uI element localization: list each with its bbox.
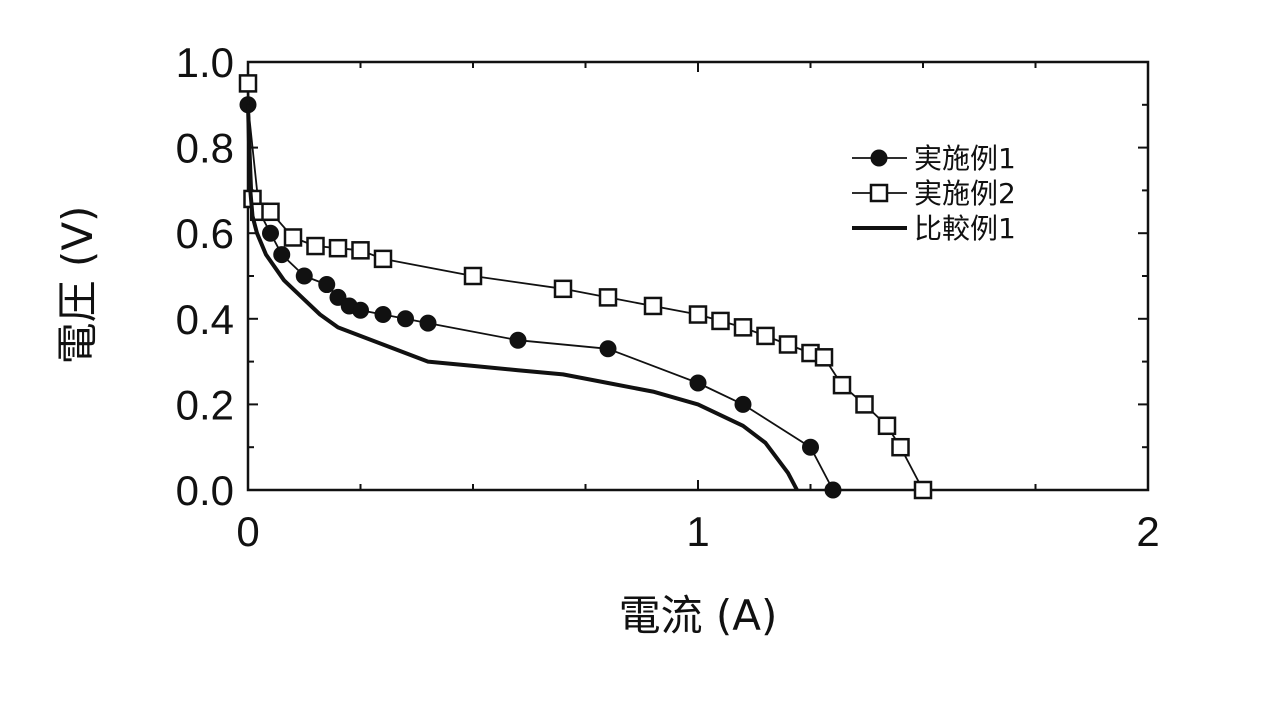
data-point bbox=[915, 482, 931, 498]
tick-labels: 0.0 0.2 0.4 0.6 0.8 1.0 0 1 2 bbox=[176, 39, 1160, 555]
data-point bbox=[375, 307, 391, 323]
data-point bbox=[600, 289, 616, 305]
data-point bbox=[879, 418, 895, 434]
data-point bbox=[816, 349, 832, 365]
y-tick-label: 0.8 bbox=[176, 125, 234, 172]
data-point bbox=[319, 277, 335, 293]
y-tick-label: 0.6 bbox=[176, 210, 234, 257]
y-tick-label: 0.4 bbox=[176, 296, 234, 343]
data-point bbox=[600, 341, 616, 357]
data-point bbox=[857, 396, 873, 412]
legend-item: 比較例1 bbox=[852, 212, 1016, 245]
data-point bbox=[645, 298, 661, 314]
data-point bbox=[285, 229, 301, 245]
data-point bbox=[780, 336, 796, 352]
data-point bbox=[834, 377, 850, 393]
data-point bbox=[871, 150, 887, 166]
data-point bbox=[308, 238, 324, 254]
y-tick-label: 0.0 bbox=[176, 467, 234, 514]
legend-label: 実施例1 bbox=[914, 142, 1016, 175]
data-point bbox=[398, 311, 414, 327]
data-point bbox=[871, 185, 887, 201]
data-point bbox=[690, 307, 706, 323]
legend-item: 実施例1 bbox=[852, 142, 1016, 175]
series bbox=[240, 75, 931, 498]
y-tick-label: 0.2 bbox=[176, 381, 234, 428]
data-point bbox=[420, 315, 436, 331]
legend-label: 比較例1 bbox=[914, 212, 1016, 245]
data-point bbox=[555, 281, 571, 297]
axis-ticks bbox=[248, 62, 1148, 490]
data-point bbox=[353, 242, 369, 258]
data-point bbox=[240, 75, 256, 91]
data-point bbox=[510, 332, 526, 348]
series-line bbox=[248, 83, 923, 490]
legend: 実施例1実施例2比較例1 bbox=[852, 142, 1016, 245]
y-tick-label: 1.0 bbox=[176, 39, 234, 86]
data-point bbox=[274, 247, 290, 263]
series-layer bbox=[240, 75, 931, 498]
data-point bbox=[758, 328, 774, 344]
data-point bbox=[803, 439, 819, 455]
plot-frame bbox=[248, 62, 1148, 490]
data-point bbox=[893, 439, 909, 455]
data-point bbox=[375, 251, 391, 267]
x-tick-label: 1 bbox=[686, 508, 709, 555]
data-point bbox=[263, 204, 279, 220]
data-point bbox=[735, 319, 751, 335]
data-point bbox=[296, 268, 312, 284]
series bbox=[240, 97, 841, 498]
legend-item: 実施例2 bbox=[852, 177, 1016, 210]
data-point bbox=[330, 240, 346, 256]
x-axis-title: 電流 (A) bbox=[619, 591, 778, 640]
data-point bbox=[353, 302, 369, 318]
x-tick-label: 2 bbox=[1136, 508, 1159, 555]
legend-label: 実施例2 bbox=[914, 177, 1016, 210]
data-point bbox=[713, 313, 729, 329]
y-axis-title: 電圧 (V) bbox=[53, 206, 102, 365]
data-point bbox=[825, 482, 841, 498]
data-point bbox=[735, 396, 751, 412]
x-tick-label: 0 bbox=[236, 508, 259, 555]
data-point bbox=[263, 225, 279, 241]
data-point bbox=[690, 375, 706, 391]
data-point bbox=[465, 268, 481, 284]
